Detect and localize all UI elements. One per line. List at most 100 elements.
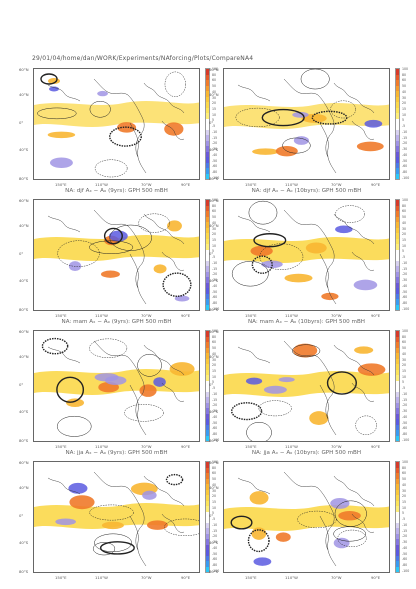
coastline (237, 215, 271, 233)
negative-anomaly-blob (104, 375, 127, 385)
coastline (351, 382, 375, 402)
coastline (319, 384, 337, 436)
coastline (93, 471, 145, 551)
colorbar-segment (396, 375, 399, 381)
negative-anomaly-blob (333, 537, 350, 549)
positive-anomaly-blob (309, 411, 329, 425)
colorbar-segment (206, 467, 209, 473)
latitude-label: 80°S (209, 569, 219, 574)
colorbar-segment (396, 495, 399, 501)
colorbar-segment (206, 118, 209, 124)
colorbar-segment (206, 233, 209, 239)
colorbar-segment (396, 216, 399, 222)
colorbar-label: 50 (212, 346, 217, 351)
colorbar-labels: 100 80 60 50 40 30 20 15 10 5 -5 -10 -15 -20 -30 -40 -50… (402, 198, 409, 311)
colorbar-segment (396, 129, 399, 135)
colorbar-segment (396, 369, 399, 375)
colorbar-segment (396, 511, 399, 517)
contour-line (251, 255, 273, 274)
colorbar-segment (206, 80, 209, 86)
colorbar-label: -20 (212, 534, 218, 539)
colorbar-segment (396, 347, 399, 353)
colorbar-segment (396, 380, 399, 386)
contour-line (89, 338, 128, 358)
map-panel-mam-9: 100 80 60 50 40 30 20 15 10 5 -5 -10 -15 -20 -30 -40 -50… (19, 198, 219, 325)
contour-line (231, 402, 263, 421)
colorbar-segment (206, 255, 209, 261)
colorbar-segment (206, 266, 209, 272)
longitude-label: 70°W (331, 575, 342, 580)
colorbar-segment (396, 500, 399, 506)
longitude-label: 90°E (181, 444, 191, 449)
colorbar-segment (206, 227, 209, 233)
colorbar-label: -30 (212, 409, 218, 414)
positive-anomaly-blob (284, 273, 313, 283)
colorbar-label: 10 (212, 505, 217, 510)
coastline (143, 344, 185, 376)
colorbar-label: 10 (212, 112, 217, 117)
coastline (143, 82, 185, 114)
longitude-label: 150°E (245, 313, 257, 318)
contour-line (165, 473, 184, 486)
colorbar-segment (206, 478, 209, 484)
colorbar-label: -100 (212, 568, 220, 573)
longitude-label: 110°W (95, 575, 108, 580)
latitude-label: 40°N (209, 485, 219, 490)
colorbar-segment (206, 129, 209, 135)
colorbar-segment (206, 528, 209, 534)
colorbar-label: 80 (212, 465, 217, 470)
coastline (333, 475, 375, 507)
contour-line (246, 422, 272, 441)
latitude-label: 60°N (19, 329, 29, 334)
latitude-label: 80°S (209, 176, 219, 181)
colorbar-segment (396, 391, 399, 397)
colorbar-label: -15 (212, 528, 218, 533)
positive-anomaly-blob (249, 491, 269, 505)
colorbar-segment (206, 162, 209, 168)
colorbar-label: 60 (402, 209, 407, 214)
colorbar-label: 40 (402, 482, 407, 487)
colorbar-label: 80 (402, 203, 407, 208)
contour-line (230, 515, 253, 530)
colorbar-segment (206, 555, 209, 561)
colorbar-label: 40 (212, 482, 217, 487)
latitude-label: 0° (209, 513, 214, 518)
contour-line (89, 101, 111, 118)
colorbar-segment (206, 364, 209, 370)
colorbar-segment (206, 358, 209, 364)
positive-anomaly-blob (251, 527, 267, 540)
negative-anomaly-blob (261, 260, 283, 269)
coastline (161, 513, 185, 533)
colorbar-label: -5 (402, 386, 406, 391)
colorbar-segment (206, 342, 209, 348)
anomaly-map (33, 199, 200, 311)
colorbar-segment (206, 293, 209, 299)
latitude-label: 80°S (19, 176, 29, 181)
negative-anomaly-blob (293, 136, 310, 145)
colorbar-label: -40 (212, 152, 218, 157)
colorbar-segment (396, 408, 399, 414)
longitude-label: 110°W (285, 182, 298, 187)
colorbar-label: 10 (402, 243, 407, 248)
colorbar-label: -5 (212, 517, 216, 522)
colorbar-segment (206, 282, 209, 288)
colorbar-segment (206, 506, 209, 512)
coastline (47, 346, 81, 364)
positive-anomaly-blob (69, 495, 95, 510)
colorbar-label: 20 (212, 101, 217, 106)
latitude-label: 40°N (209, 92, 219, 97)
colorbar-label: 5 (402, 249, 405, 254)
colorbar-label: -15 (212, 397, 218, 402)
colorbar-label: 80 (212, 72, 217, 77)
coastline (93, 78, 145, 158)
colorbar-segment (206, 168, 209, 174)
colorbar-label: -50 (212, 289, 218, 294)
positive-anomaly-blob (167, 220, 182, 232)
colorbar-label: 60 (212, 209, 217, 214)
contour-line (300, 69, 330, 90)
map-panel-son-10: 100 80 60 50 40 30 20 15 10 5 -5 -10 -15 -20 -30 -40 -50… (209, 460, 409, 580)
colorbar-segment (206, 277, 209, 283)
colorbar-segment (206, 489, 209, 495)
colorbar-label: 30 (212, 226, 217, 231)
longitude-label: 90°E (371, 313, 381, 318)
